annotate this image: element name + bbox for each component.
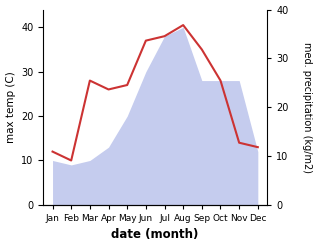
Y-axis label: max temp (C): max temp (C) — [5, 71, 16, 143]
X-axis label: date (month): date (month) — [112, 228, 199, 242]
Y-axis label: med. precipitation (kg/m2): med. precipitation (kg/m2) — [302, 42, 313, 173]
